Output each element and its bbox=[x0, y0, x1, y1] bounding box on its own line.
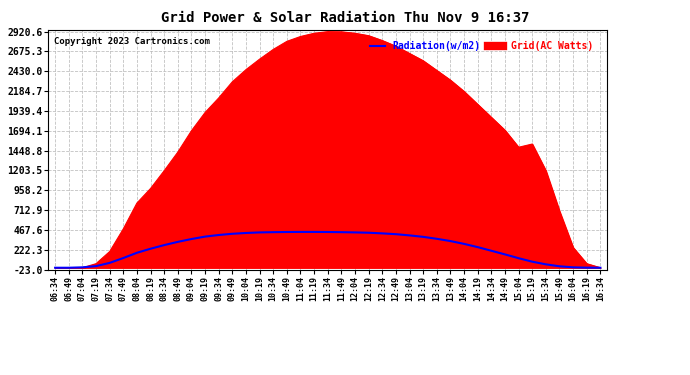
Legend: Radiation(w/m2), Grid(AC Watts): Radiation(w/m2), Grid(AC Watts) bbox=[366, 37, 597, 55]
Text: Grid Power & Solar Radiation Thu Nov 9 16:37: Grid Power & Solar Radiation Thu Nov 9 1… bbox=[161, 11, 529, 25]
Text: Copyright 2023 Cartronics.com: Copyright 2023 Cartronics.com bbox=[54, 37, 210, 46]
